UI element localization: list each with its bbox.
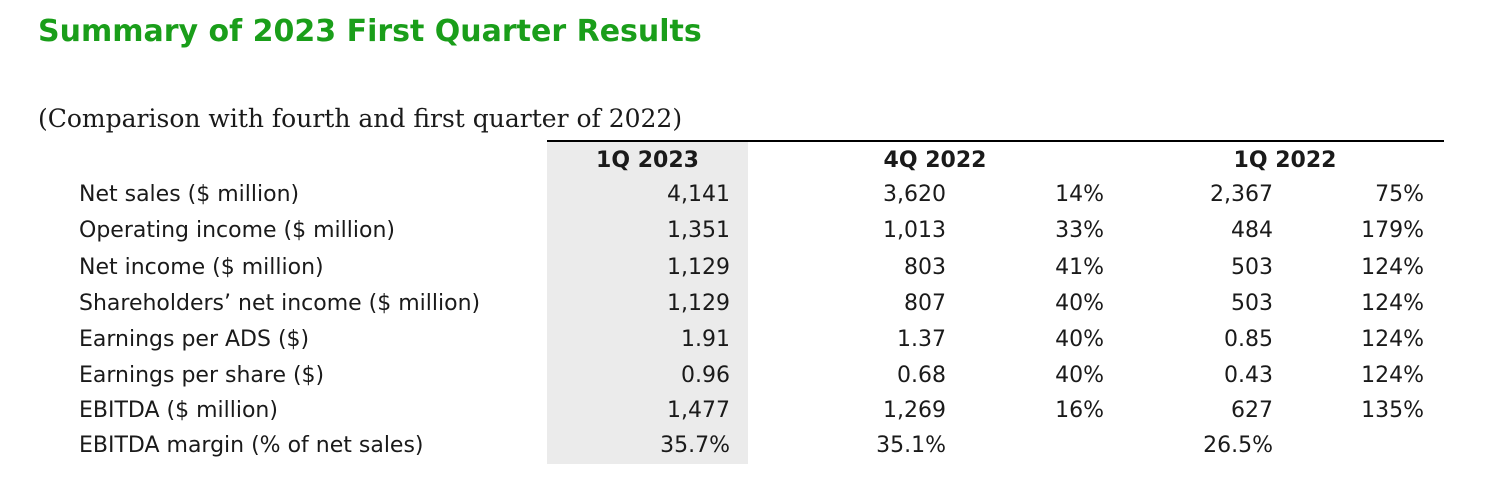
value-1q2023: 1,351 <box>667 218 730 243</box>
change-vs-4q2022: 33% <box>1055 218 1104 243</box>
table-top-rule <box>547 140 1444 142</box>
value-1q2022: 627 <box>1231 398 1273 423</box>
value-1q2023: 35.7% <box>660 433 730 458</box>
value-4q2022: 35.1% <box>876 433 946 458</box>
row-label: Earnings per ADS ($) <box>79 327 310 352</box>
header-1q2022: 1Q 2022 <box>1233 148 1337 173</box>
row-label: EBITDA ($ million) <box>79 398 278 423</box>
table-row: EBITDA ($ million) 1,477 1,269 16% 627 1… <box>0 393 1500 429</box>
value-4q2022: 3,620 <box>883 182 946 207</box>
row-label: EBITDA margin (% of net sales) <box>79 433 424 458</box>
value-1q2022: 26.5% <box>1203 433 1273 458</box>
table-row: Net income ($ million) 1,129 803 41% 503… <box>0 250 1500 286</box>
value-1q2023: 4,141 <box>667 182 730 207</box>
change-vs-1q2022: 179% <box>1361 218 1424 243</box>
table-row: Earnings per share ($) 0.96 0.68 40% 0.4… <box>0 358 1500 394</box>
change-vs-1q2022: 124% <box>1361 327 1424 352</box>
value-1q2023: 1.91 <box>681 327 730 352</box>
value-1q2023: 0.96 <box>681 363 730 388</box>
change-vs-4q2022: 40% <box>1055 291 1104 316</box>
header-4q2022: 4Q 2022 <box>883 148 987 173</box>
value-4q2022: 807 <box>904 291 946 316</box>
change-vs-1q2022: 75% <box>1375 182 1424 207</box>
value-4q2022: 0.68 <box>897 363 946 388</box>
table-row: Net sales ($ million) 4,141 3,620 14% 2,… <box>0 177 1500 213</box>
change-vs-4q2022: 40% <box>1055 363 1104 388</box>
value-1q2023: 1,477 <box>667 398 730 423</box>
change-vs-1q2022: 124% <box>1361 255 1424 280</box>
page-title: Summary of 2023 First Quarter Results <box>38 14 702 49</box>
change-vs-1q2022: 135% <box>1361 398 1424 423</box>
current-quarter-column-shade <box>547 142 748 464</box>
table-row: Operating income ($ million) 1,351 1,013… <box>0 213 1500 249</box>
row-label: Shareholders’ net income ($ million) <box>79 291 481 316</box>
value-1q2022: 484 <box>1231 218 1273 243</box>
value-1q2022: 503 <box>1231 291 1273 316</box>
table-row: Earnings per ADS ($) 1.91 1.37 40% 0.85 … <box>0 322 1500 358</box>
table-row: Shareholders’ net income ($ million) 1,1… <box>0 286 1500 322</box>
value-1q2022: 503 <box>1231 255 1273 280</box>
value-4q2022: 1,013 <box>883 218 946 243</box>
change-vs-1q2022: 124% <box>1361 363 1424 388</box>
value-1q2022: 0.43 <box>1224 363 1273 388</box>
value-1q2022: 2,367 <box>1210 182 1273 207</box>
row-label: Operating income ($ million) <box>79 218 395 243</box>
change-vs-4q2022: 41% <box>1055 255 1104 280</box>
row-label: Earnings per share ($) <box>79 363 325 388</box>
value-1q2022: 0.85 <box>1224 327 1273 352</box>
value-4q2022: 803 <box>904 255 946 280</box>
change-vs-4q2022: 16% <box>1055 398 1104 423</box>
header-1q2023: 1Q 2023 <box>596 148 699 173</box>
value-1q2023: 1,129 <box>667 255 730 280</box>
change-vs-1q2022: 124% <box>1361 291 1424 316</box>
value-1q2023: 1,129 <box>667 291 730 316</box>
row-label: Net sales ($ million) <box>79 182 300 207</box>
row-label: Net income ($ million) <box>79 255 324 280</box>
value-4q2022: 1,269 <box>883 398 946 423</box>
value-4q2022: 1.37 <box>897 327 946 352</box>
table-row: EBITDA margin (% of net sales) 35.7% 35.… <box>0 428 1500 464</box>
change-vs-4q2022: 14% <box>1055 182 1104 207</box>
change-vs-4q2022: 40% <box>1055 327 1104 352</box>
page-subtitle: (Comparison with fourth and first quarte… <box>38 104 683 133</box>
